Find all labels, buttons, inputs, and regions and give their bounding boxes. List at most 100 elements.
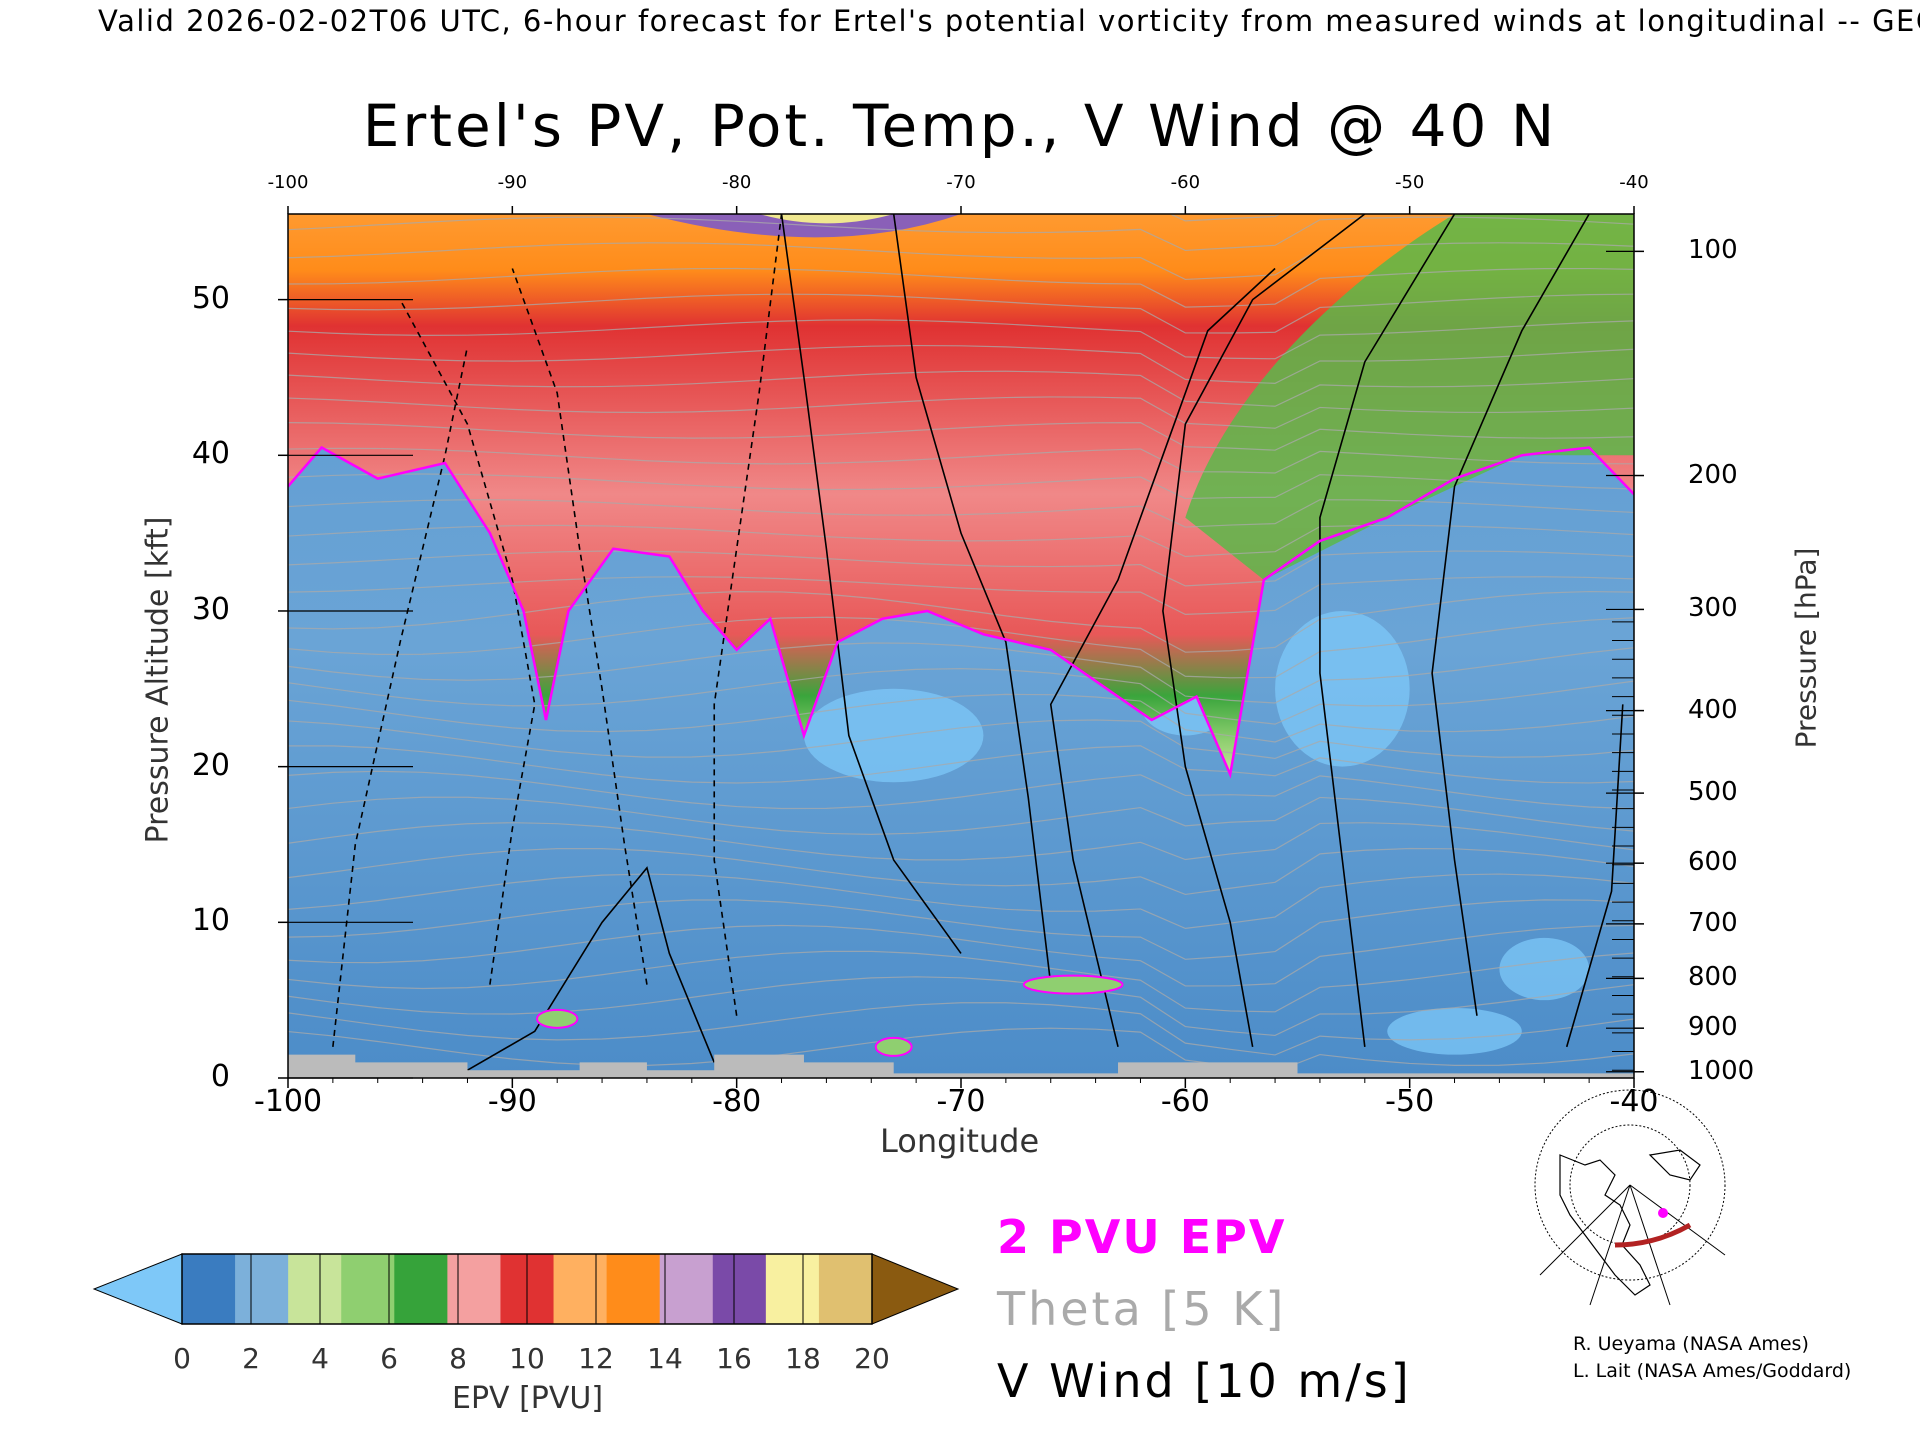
- v-wind-contour-positive: [892, 214, 1052, 985]
- x-tick-label-top: -80: [721, 172, 752, 193]
- v-wind-contour-positive: [1049, 267, 1276, 1048]
- theta-isentrope: [288, 422, 1634, 451]
- theta-isentrope: [288, 447, 1634, 474]
- latitude-circle: [1534, 1089, 1726, 1281]
- colorbar-segment: [182, 1254, 236, 1324]
- colorbar-under-arrow: [92, 1253, 183, 1325]
- theta-isentrope: [288, 873, 1634, 929]
- x-tick-label-top: -90: [497, 172, 528, 193]
- meridian: [1539, 1184, 1631, 1276]
- x-tick-label: -100: [254, 1084, 323, 1119]
- pressure-tick-label: 200: [1688, 459, 1738, 490]
- y-tick-label: 40: [191, 436, 230, 472]
- theta-isentrope: [288, 524, 1634, 558]
- x-tick-label: -90: [487, 1084, 537, 1119]
- theta-isentrope: [288, 344, 1634, 384]
- x-tick-label: -80: [712, 1084, 762, 1119]
- colorbar-tick-label: 0: [173, 1342, 191, 1375]
- theta-isentrope: [288, 216, 1634, 252]
- tropopause-2pvu-line: [288, 445, 1634, 779]
- theta-isentrope: [288, 899, 1634, 960]
- pressure-tick-label: 900: [1688, 1012, 1738, 1043]
- y-tick-label: 50: [191, 280, 230, 316]
- credit-line-2: L. Lait (NASA Ames/Goddard): [1573, 1360, 1852, 1382]
- theta-isentrope: [288, 1002, 1634, 1056]
- theta-isentrope: [288, 590, 1634, 653]
- meridian: [1629, 1184, 1671, 1306]
- colorbar-segment: [818, 1254, 873, 1324]
- v-wind-contour-negative: [332, 346, 469, 1047]
- theta-isentrope: [288, 319, 1634, 360]
- v-wind-contour-negative: [399, 299, 536, 985]
- colorbar-tick-label: 16: [716, 1342, 752, 1375]
- y-tick-label: 30: [191, 591, 230, 627]
- theta-isentrope: [288, 796, 1634, 835]
- theta-isentrope: [288, 499, 1634, 528]
- theta-isentrope: [288, 745, 1634, 784]
- theta-isentrope: [288, 616, 1634, 679]
- green-band: [1185, 214, 1634, 580]
- theta-isentrope: [288, 550, 1634, 587]
- y-axis-label-right: Pressure [hPa]: [1789, 547, 1823, 749]
- theta-isentrope: [288, 719, 1634, 760]
- continent-outline: [1559, 1154, 1651, 1296]
- theta-isentrope: [288, 770, 1634, 810]
- colorbar-segment: [606, 1254, 661, 1324]
- colorbar-segment: [712, 1254, 767, 1324]
- epv-blob: [1022, 974, 1124, 995]
- colorbar-label: EPV [PVU]: [452, 1381, 604, 1416]
- colorbar-segment: [447, 1254, 501, 1324]
- colorbar-segment: [394, 1254, 448, 1324]
- meridian: [1589, 1184, 1631, 1306]
- low-pv-patch: [1275, 610, 1410, 767]
- colorbar-segment: [765, 1254, 820, 1324]
- theta-isentrope: [288, 242, 1634, 281]
- chart-title: Ertel's PV, Pot. Temp., V Wind @ 40 N: [362, 92, 1558, 160]
- greenland-outline: [1648, 1149, 1701, 1181]
- v-wind-contour-positive: [1319, 214, 1456, 1047]
- x-tick-label-top: -50: [1394, 172, 1425, 193]
- low-pv-patch: [803, 688, 984, 783]
- y-axis-label: Pressure Altitude [kft]: [140, 516, 176, 844]
- x-tick-label: -50: [1385, 1084, 1435, 1119]
- epv-blob: [874, 1036, 913, 1057]
- high-pv-cap: [759, 214, 894, 224]
- legend-wind: V Wind [10 m/s]: [997, 1354, 1412, 1408]
- theta-isentrope: [288, 396, 1634, 429]
- theta-isentrope: [288, 847, 1634, 896]
- theta-isentrope: [288, 267, 1634, 308]
- colorbar-tick-label: 10: [509, 1342, 545, 1375]
- theta-isentrope: [288, 924, 1634, 987]
- colorbar-tick-label: 14: [647, 1342, 683, 1375]
- x-axis-label: Longitude: [880, 1122, 1040, 1160]
- colorbar-tick-label: 12: [578, 1342, 614, 1375]
- colorbar-tick-label: 2: [242, 1342, 260, 1375]
- x-tick-label-top: -60: [1170, 172, 1201, 193]
- theta-isentrope: [288, 667, 1634, 725]
- theta-isentrope: [288, 976, 1634, 1037]
- colorbar-tick-label: 4: [311, 1342, 329, 1375]
- pressure-tick-label: 700: [1688, 907, 1738, 938]
- y-tick-label: 10: [191, 903, 230, 939]
- x-tick-label-top: -70: [946, 172, 976, 193]
- theta-isentrope: [288, 1027, 1634, 1073]
- colorbar-segment: [659, 1254, 714, 1324]
- v-wind-contour-positive: [1431, 214, 1590, 1016]
- colorbar-tick-label: 20: [854, 1342, 890, 1375]
- colorbar: [92, 1253, 960, 1325]
- v-wind-contour-negative: [511, 268, 648, 985]
- theta-isentrope: [288, 642, 1634, 704]
- x-tick-label: -60: [1160, 1084, 1210, 1119]
- v-wind-contour-positive: [1565, 704, 1624, 1048]
- y-tick-label: 0: [210, 1059, 230, 1094]
- low-pv-patch: [1499, 937, 1590, 1001]
- inset-map: [1534, 1089, 1726, 1306]
- legend-epv: 2 PVU EPV: [997, 1210, 1287, 1264]
- colorbar-segment: [235, 1254, 289, 1324]
- y-tick-label: 20: [191, 747, 230, 783]
- location-marker: [1658, 1208, 1668, 1218]
- legend-theta: Theta [5 K]: [997, 1282, 1287, 1336]
- terrain: [288, 1054, 1634, 1078]
- epv-blob: [536, 1008, 579, 1029]
